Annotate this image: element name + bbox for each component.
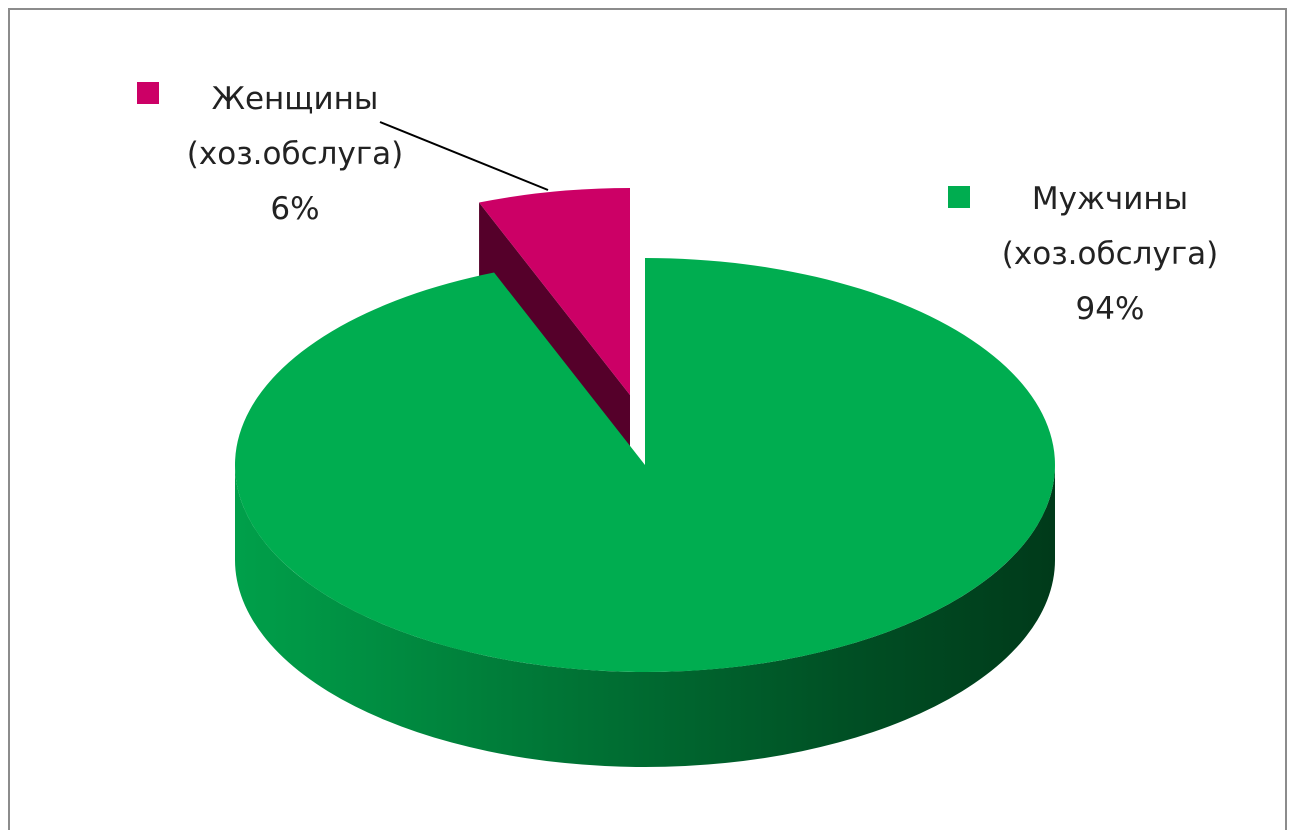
category-label: Мужчины (хоз.обслуга) [1001,181,1219,272]
category-label: Женщины (хоз.обслуга) [186,81,404,172]
slice [479,188,630,395]
slice-side [235,465,1055,767]
chart-frame [8,8,1287,830]
slice [234,258,1056,672]
leader-line [379,121,549,191]
value-label: 6% [270,191,320,227]
value-label: 94% [1075,291,1145,327]
legend-key [948,186,970,208]
legend-key [137,82,159,104]
